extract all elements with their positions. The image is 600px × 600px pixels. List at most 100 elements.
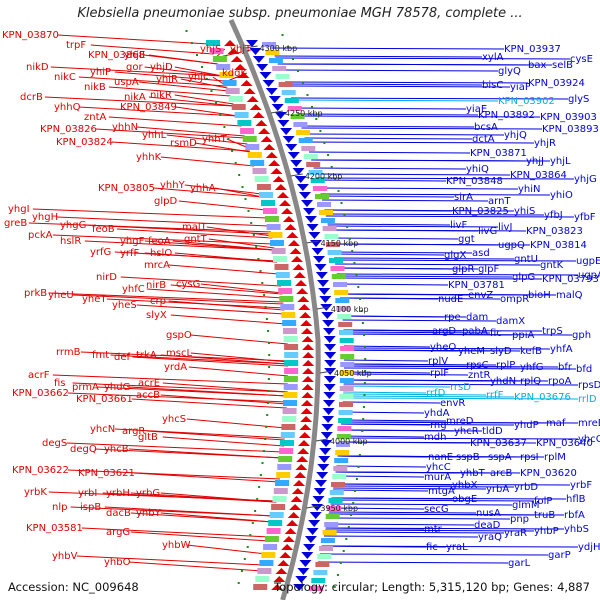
minus-strand-arrow[interactable] <box>289 248 302 254</box>
minus-feature-block[interactable] <box>256 184 271 190</box>
gene-label[interactable]: KPN_03676 <box>514 392 571 403</box>
plus-feature-block[interactable] <box>333 466 348 471</box>
plus-feature-block[interactable] <box>313 570 328 575</box>
minus-feature-block[interactable] <box>245 144 260 150</box>
minus-feature-block[interactable] <box>279 296 294 302</box>
gene-label[interactable]: envZ <box>468 290 493 301</box>
gene-label[interactable]: mtgA <box>428 486 455 497</box>
plus-feature-block[interactable] <box>340 354 355 359</box>
minus-feature-block[interactable] <box>264 216 279 222</box>
plus-strand-arrow[interactable] <box>303 208 315 215</box>
plus-strand-arrow[interactable] <box>323 336 336 343</box>
minus-feature-block[interactable] <box>268 232 283 238</box>
gene-label[interactable]: gltB <box>138 432 158 443</box>
gene-label[interactable]: yhiP <box>90 67 111 78</box>
gene-label[interactable]: yhdG <box>104 382 130 393</box>
gene-label[interactable]: yhbW <box>162 540 191 551</box>
minus-strand-arrow[interactable] <box>301 336 314 342</box>
minus-strand-arrow[interactable] <box>301 376 314 382</box>
plus-feature-block[interactable] <box>310 178 325 183</box>
gene-label[interactable]: KPN_03924 <box>528 78 585 89</box>
plus-strand-arrow[interactable] <box>321 424 334 431</box>
plus-feature-block[interactable] <box>331 482 345 487</box>
gene-label[interactable]: KPN_03892 <box>478 110 535 121</box>
minus-strand-arrow[interactable] <box>260 136 273 142</box>
gene-label[interactable]: nikC <box>54 72 76 83</box>
minus-strand-arrow[interactable] <box>302 352 315 358</box>
gene-label[interactable]: KPN_03870 <box>2 30 59 41</box>
gene-label[interactable]: KPN_03793 <box>542 274 599 285</box>
plus-feature-block[interactable] <box>328 498 343 503</box>
plus-strand-arrow[interactable] <box>311 248 324 255</box>
gene-label[interactable]: rrsD <box>450 382 471 393</box>
plus-feature-block[interactable] <box>340 346 355 351</box>
minus-feature-block[interactable] <box>275 480 289 486</box>
minus-feature-block[interactable] <box>263 544 278 550</box>
gene-label[interactable]: yhgF <box>120 236 145 247</box>
minus-strand-arrow[interactable] <box>294 472 307 478</box>
plus-feature-block[interactable] <box>335 450 350 455</box>
minus-feature-block[interactable] <box>225 88 240 94</box>
gene-label[interactable]: rplV <box>428 356 448 367</box>
gene-label[interactable]: KPN_03621 <box>78 468 135 479</box>
plus-strand-arrow[interactable] <box>308 520 321 527</box>
gene-label[interactable]: mreD <box>446 416 474 427</box>
gene-label[interactable]: yhhY <box>160 180 186 191</box>
plus-strand-arrow[interactable] <box>318 288 331 295</box>
gene-label[interactable]: KPN_03902 <box>498 96 555 107</box>
plus-feature-block[interactable] <box>331 274 346 279</box>
minus-strand-arrow[interactable] <box>298 304 311 310</box>
minus-strand-arrow[interactable] <box>263 144 276 150</box>
plus-strand-arrow[interactable] <box>297 568 310 575</box>
plus-strand-arrow[interactable] <box>320 432 333 439</box>
gene-label[interactable]: yhhA <box>190 183 216 194</box>
plus-feature-block[interactable] <box>315 194 329 199</box>
minus-strand-arrow[interactable] <box>230 56 243 62</box>
plus-feature-block[interactable] <box>335 298 350 303</box>
gene-label[interactable]: yhdP <box>514 420 539 431</box>
gene-label[interactable]: KPN_03823 <box>526 226 583 237</box>
gene-label[interactable]: mrcA <box>144 260 170 271</box>
gene-label[interactable]: bisC <box>482 80 503 91</box>
minus-strand-arrow[interactable] <box>275 568 288 574</box>
gene-label[interactable]: yhgG <box>60 220 86 231</box>
gene-label[interactable]: yhhQ <box>54 102 81 113</box>
plus-feature-block[interactable] <box>275 74 290 79</box>
gene-label[interactable]: KPN_03937 <box>504 44 561 55</box>
plus-feature-block[interactable] <box>324 234 339 239</box>
gene-label[interactable]: mtr <box>424 524 443 535</box>
gene-label[interactable]: pnp <box>510 514 529 525</box>
gene-label[interactable]: KPN_03781 <box>448 280 505 291</box>
minus-strand-arrow[interactable] <box>291 256 303 262</box>
gene-label[interactable]: slyD <box>490 346 512 357</box>
gene-label[interactable]: asd <box>472 248 490 259</box>
plus-strand-arrow[interactable] <box>268 96 281 103</box>
plus-strand-arrow[interactable] <box>295 576 308 583</box>
gene-label[interactable]: bfr <box>558 362 573 373</box>
plus-feature-block[interactable] <box>336 442 350 447</box>
minus-strand-arrow[interactable] <box>246 96 259 102</box>
minus-feature-block[interactable] <box>255 576 270 582</box>
gene-label[interactable]: prkB <box>24 288 47 299</box>
gene-label[interactable]: yhiQ <box>466 164 489 175</box>
minus-feature-block[interactable] <box>283 392 298 398</box>
plus-strand-arrow[interactable] <box>280 128 293 135</box>
minus-feature-block[interactable] <box>254 176 269 182</box>
minus-feature-block[interactable] <box>283 384 298 390</box>
gene-label[interactable]: ispB <box>80 502 101 513</box>
gene-label[interactable]: yhjQ <box>504 130 527 141</box>
plus-strand-arrow[interactable] <box>318 456 331 463</box>
plus-strand-arrow[interactable] <box>316 472 329 479</box>
plus-feature-block[interactable] <box>293 122 308 127</box>
gene-label[interactable]: yheO <box>430 342 456 353</box>
minus-feature-block[interactable] <box>264 536 279 542</box>
plus-feature-block[interactable] <box>339 386 354 391</box>
gene-label[interactable]: fic <box>426 542 438 553</box>
minus-feature-block[interactable] <box>259 560 274 566</box>
plus-strand-arrow[interactable] <box>322 416 335 423</box>
gene-label[interactable]: yhjR <box>534 138 556 149</box>
minus-feature-block[interactable] <box>277 280 291 286</box>
gene-label[interactable]: yhfG <box>520 362 544 373</box>
gene-label[interactable]: yhjT <box>230 44 252 55</box>
